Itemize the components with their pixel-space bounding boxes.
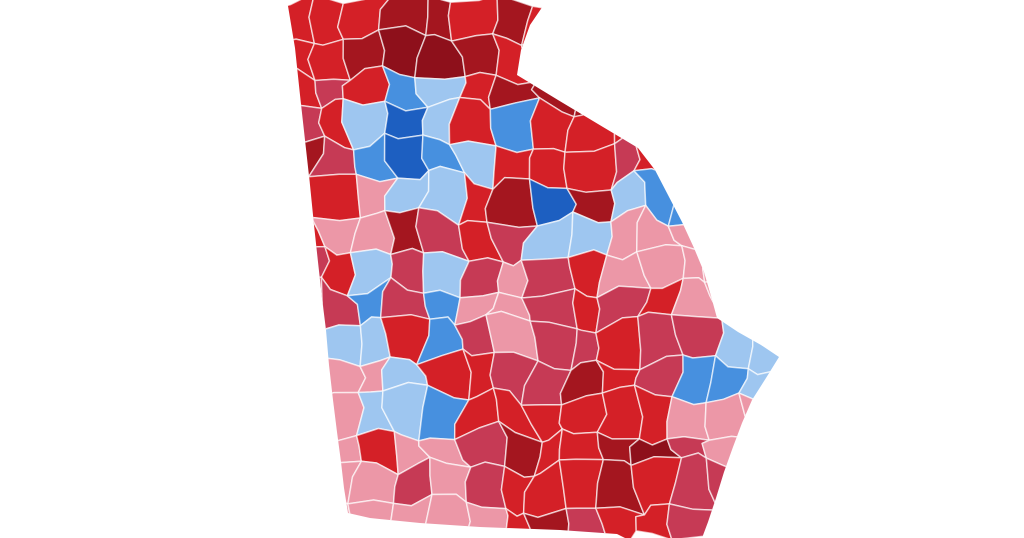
county-cell [672,137,713,190]
county-cell [713,498,750,538]
county-cell [632,31,684,83]
county-cell [606,0,645,41]
county-cell [747,319,779,376]
county-cell [560,0,612,41]
county-cell [701,3,752,39]
county-cell [342,499,395,538]
county-cell [564,97,616,153]
county-cell [287,328,325,361]
county-cell [739,285,779,325]
county-cell [312,495,353,538]
county-cell [744,138,779,174]
county-cell [520,26,579,83]
county-cell [611,97,638,145]
county-cell [287,349,311,403]
county-cell [287,175,312,222]
county-cell [628,0,677,36]
county-cell [701,249,742,287]
county-cell [287,495,323,538]
county-cell [701,34,749,77]
county-cell [287,437,322,476]
county-cell [681,244,707,284]
county-cell [287,468,328,504]
county-cell [573,64,614,118]
county-cell [747,66,779,113]
county-cell [740,211,779,261]
county-cell [423,493,472,538]
county-cell [704,220,753,263]
county-cell [632,79,687,116]
county-cell [747,425,779,477]
county-cell [604,77,639,116]
county-cell [666,395,710,442]
county-cell [287,384,314,444]
county-cell [702,66,757,106]
county-cell [635,503,673,538]
county-cell [745,472,779,507]
county-layer [287,0,779,538]
county-cell [744,101,779,145]
county-cell [633,98,687,140]
county-cell [706,139,757,190]
county-cell [739,250,779,297]
county-cell [674,97,709,156]
county-cell [667,175,721,227]
county-cell [678,72,710,101]
county-cell [560,26,611,79]
county-cell [606,33,645,84]
county-cell [307,173,362,222]
county-cell [287,0,316,45]
county-cell [740,0,779,45]
county-cell [738,392,779,440]
county-cell [666,5,718,36]
county-cell [749,168,779,223]
county-cell [745,498,779,538]
county-cell [740,37,779,71]
county-cell [666,29,710,83]
county-cell [704,99,757,156]
county-cell [707,168,758,228]
county-cell [464,461,507,510]
county-cell [287,276,325,336]
